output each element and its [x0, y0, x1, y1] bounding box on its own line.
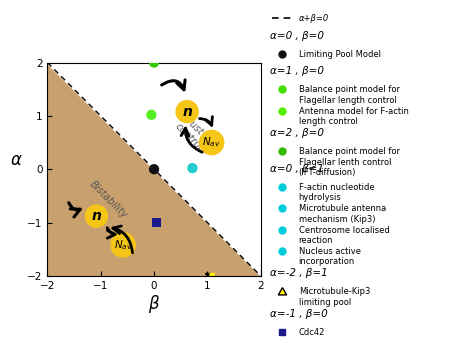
- Text: α+β=0: α+β=0: [299, 14, 329, 23]
- Y-axis label: $\alpha$: $\alpha$: [9, 151, 22, 169]
- Text: Limiting Pool Model: Limiting Pool Model: [299, 50, 381, 59]
- Polygon shape: [47, 63, 261, 276]
- Point: [153, 220, 161, 225]
- Text: Nucleus active
incorporation: Nucleus active incorporation: [299, 247, 361, 266]
- Text: Balance point model for
Flagellar length control: Balance point model for Flagellar length…: [299, 85, 400, 105]
- Text: α=1 , β=0: α=1 , β=0: [270, 66, 324, 76]
- Text: α=-1 , β=0: α=-1 , β=0: [270, 309, 328, 319]
- Text: α=-2 , β=1: α=-2 , β=1: [270, 269, 328, 279]
- Text: Robust size
control: Robust size control: [165, 105, 220, 161]
- Text: Microtubule-Kip3
limiting pool: Microtubule-Kip3 limiting pool: [299, 288, 370, 307]
- Point: [150, 60, 158, 66]
- Point: [147, 112, 155, 118]
- Text: Cdc42: Cdc42: [299, 328, 325, 337]
- Polygon shape: [205, 274, 210, 280]
- Text: Antenna model for F-actin
length control: Antenna model for F-actin length control: [299, 107, 409, 126]
- X-axis label: $\beta$: $\beta$: [148, 293, 160, 315]
- FancyArrowPatch shape: [113, 226, 133, 253]
- Text: α=0 , β=0: α=0 , β=0: [270, 31, 324, 41]
- FancyArrowPatch shape: [162, 80, 185, 90]
- Circle shape: [175, 100, 199, 123]
- Text: Microtubule antenna
mechanism (Kip3): Microtubule antenna mechanism (Kip3): [299, 204, 386, 224]
- Polygon shape: [210, 274, 215, 280]
- Text: n: n: [91, 209, 101, 223]
- Circle shape: [199, 130, 225, 155]
- Polygon shape: [47, 63, 261, 276]
- FancyArrowPatch shape: [107, 228, 115, 238]
- Text: $N_{av}$: $N_{av}$: [202, 136, 221, 149]
- FancyArrowPatch shape: [181, 128, 202, 152]
- Text: Bistability: Bistability: [88, 179, 129, 221]
- Point: [150, 166, 158, 172]
- Circle shape: [110, 232, 136, 258]
- Text: α=0 , β=1: α=0 , β=1: [270, 164, 324, 174]
- FancyArrowPatch shape: [200, 117, 212, 125]
- Text: F-actin nucleotide
hydrolysis: F-actin nucleotide hydrolysis: [299, 183, 374, 202]
- Text: α=2 , β=0: α=2 , β=0: [270, 128, 324, 138]
- FancyArrowPatch shape: [69, 203, 80, 217]
- Text: Balance point model for
Flagellar lenth control
(IFT-diffusion): Balance point model for Flagellar lenth …: [299, 147, 400, 177]
- Point: [189, 165, 196, 171]
- Circle shape: [85, 204, 108, 228]
- Text: n: n: [182, 105, 192, 118]
- Text: $N_{av}$: $N_{av}$: [114, 238, 132, 252]
- Text: Centrosome localised
reaction: Centrosome localised reaction: [299, 226, 390, 245]
